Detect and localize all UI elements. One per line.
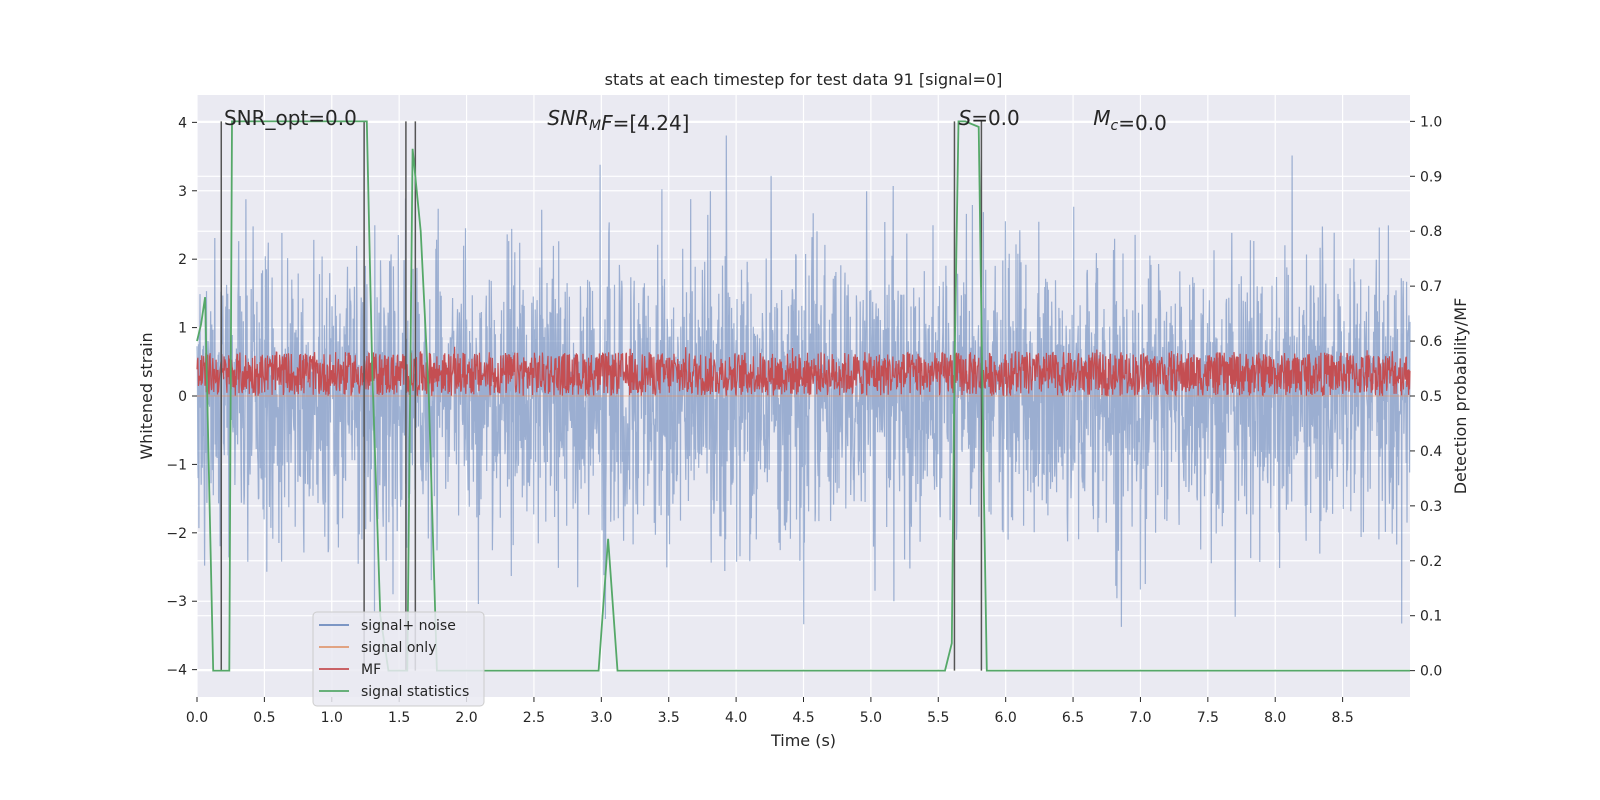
y-tick-label: −3 bbox=[166, 594, 187, 610]
y-tick-label: −2 bbox=[166, 526, 187, 542]
x-tick-label: 3.5 bbox=[658, 710, 680, 726]
x-tick-label: 0.0 bbox=[186, 710, 208, 726]
series-signal-noise bbox=[196, 135, 1411, 627]
x-tick-label: 4.0 bbox=[725, 710, 747, 726]
x-tick-label: 2.0 bbox=[455, 710, 477, 726]
legend-entry: MF bbox=[361, 662, 381, 678]
x-tick-label: 1.5 bbox=[388, 710, 410, 726]
x-tick-label: 7.0 bbox=[1129, 710, 1151, 726]
y2-axis-label: Detection probability/MF bbox=[1451, 298, 1470, 495]
y-tick-label: 3 bbox=[178, 184, 187, 200]
y2-tick-label: 0.8 bbox=[1420, 224, 1442, 240]
y2-tick-label: 0.3 bbox=[1420, 499, 1442, 515]
y2-tick-label: 0.4 bbox=[1420, 444, 1442, 460]
y2-tick-label: 0.7 bbox=[1420, 279, 1442, 295]
y-axis-label: Whitened strain bbox=[137, 332, 156, 459]
x-tick-label: 8.5 bbox=[1331, 710, 1353, 726]
legend-entry: signal only bbox=[361, 640, 436, 656]
x-tick-label: 8.0 bbox=[1264, 710, 1286, 726]
vertical-markers bbox=[220, 121, 983, 671]
x-axis-label: Time (s) bbox=[770, 731, 836, 750]
x-tick-label: 5.5 bbox=[927, 710, 949, 726]
x-tick-label: 6.0 bbox=[995, 710, 1017, 726]
y2-tick-label: 0.5 bbox=[1420, 389, 1442, 405]
y2-tick-label: 1.0 bbox=[1420, 114, 1442, 130]
y-tick-label: 2 bbox=[178, 252, 187, 268]
annotation: Mc=0.0 bbox=[1093, 106, 1167, 135]
x-tick-label: 7.5 bbox=[1197, 710, 1219, 726]
annotation: SNR_opt=0.0 bbox=[224, 106, 357, 130]
signal-noise-line bbox=[196, 135, 1411, 627]
series-signal-statistics bbox=[196, 120, 1410, 672]
x-tick-label: 6.5 bbox=[1062, 710, 1084, 726]
y-tick-label: 1 bbox=[178, 321, 187, 337]
axes: 0.0 0.5 1.0 1.5 2.0 2.5 3.0 3.5 4.0 4.5 5.0 5.5 6.0 6… bbox=[166, 114, 1442, 726]
y-tick-label: 0 bbox=[178, 389, 187, 405]
y2-tick-label: 0.6 bbox=[1420, 334, 1442, 350]
x-tick-label: 5.0 bbox=[860, 710, 882, 726]
x-tick-label: 4.5 bbox=[792, 710, 814, 726]
legend-entry: signal+ noise bbox=[361, 618, 456, 634]
chart-title: stats at each timestep for test data 91 … bbox=[605, 70, 1003, 89]
x-tick-label: 0.5 bbox=[253, 710, 275, 726]
series-mf bbox=[196, 346, 1411, 398]
y2-tick-label: 0.2 bbox=[1420, 554, 1442, 570]
y-tick-label: −1 bbox=[166, 457, 187, 473]
y-tick-label: 4 bbox=[178, 115, 187, 131]
annotation: SNRMF=[4.24] bbox=[547, 106, 689, 135]
x-tick-label: 1.0 bbox=[321, 710, 343, 726]
annotation: S=0.0 bbox=[958, 106, 1019, 130]
y2-tick-label: 0.9 bbox=[1420, 169, 1442, 185]
legend-box bbox=[312, 611, 485, 707]
x-tick-label: 3.0 bbox=[590, 710, 612, 726]
annotations: SNR_opt=0.0 SNRMF=[4.24] S=0.0 Mc=0.0 bbox=[224, 106, 1167, 135]
mf-line bbox=[196, 346, 1411, 398]
y2-tick-label: 0.1 bbox=[1420, 609, 1442, 625]
y2-tick-label: 0.0 bbox=[1420, 664, 1442, 680]
y-tick-label: −4 bbox=[166, 663, 187, 679]
signal-statistics-line bbox=[196, 120, 1410, 672]
legend: signal+ noise signal only MF signal statist… bbox=[312, 611, 485, 707]
legend-entry: signal statistics bbox=[361, 684, 469, 700]
x-tick-label: 2.5 bbox=[523, 710, 545, 726]
